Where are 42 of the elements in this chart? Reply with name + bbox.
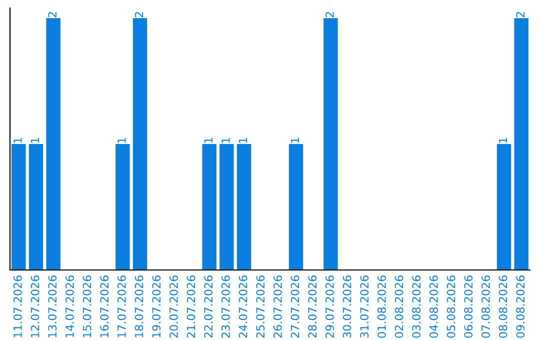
x-tick-label: 14.07.2026	[65, 276, 74, 338]
data-label: 1	[290, 138, 300, 143]
data-label: 1	[498, 138, 508, 143]
x-tick-label: 01.08.2026	[377, 276, 386, 338]
x-tick-label: 02.08.2026	[394, 276, 404, 338]
x-tick-label: 17.07.2026	[117, 276, 126, 338]
x-tick-label: 05.08.2026	[446, 276, 456, 338]
x-tick-label: 12.07.2026	[30, 276, 40, 338]
data-label: 1	[204, 138, 212, 143]
x-tick-label: 03.08.2026	[412, 276, 421, 338]
data-label: 1	[14, 138, 22, 143]
x-tick-label: 28.07.2026	[308, 276, 317, 338]
x-tick-label: 09.08.2026	[516, 276, 525, 338]
x-tick-label: 06.08.2026	[464, 276, 473, 338]
x-tick-label: 11.07.2026	[13, 276, 22, 338]
data-label: 1	[30, 138, 40, 143]
x-tick-label: 23.07.2026	[221, 276, 230, 338]
x-tick-label: 07.08.2026	[481, 276, 490, 338]
x-tick-label: 04.08.2026	[429, 276, 438, 338]
x-tick-label: 15.07.2026	[82, 276, 92, 338]
data-label: 2	[325, 12, 334, 18]
x-tick-label: 25.07.2026	[256, 276, 265, 338]
x-tick-label: 18.07.2026	[134, 276, 144, 338]
x-tick-label: 21.07.2026	[186, 276, 196, 338]
data-label: 2	[516, 12, 524, 18]
x-tick-label: 13.07.2026	[48, 276, 57, 338]
x-tick-label: 20.07.2026	[169, 276, 178, 338]
x-tick-label: 16.07.2026	[100, 276, 109, 338]
data-label: 1	[222, 138, 230, 143]
x-tick-label: 27.07.2026	[290, 276, 300, 338]
x-tick-label: 29.07.2026	[325, 276, 334, 338]
x-tick-label: 30.07.2026	[342, 276, 352, 338]
x-tick-label: 22.07.2026	[204, 276, 213, 338]
x-tick-label: 19.07.2026	[152, 276, 161, 338]
x-tick-label: 31.07.2026	[360, 276, 369, 338]
data-label: 2	[48, 12, 56, 18]
x-tick-label: 26.07.2026	[273, 276, 282, 338]
data-label: 1	[118, 138, 126, 143]
x-tick-label: 24.07.2026	[238, 276, 248, 338]
data-label: 2	[134, 12, 144, 18]
x-tick-label: 08.08.2026	[498, 276, 508, 338]
data-label: 1	[238, 138, 248, 143]
